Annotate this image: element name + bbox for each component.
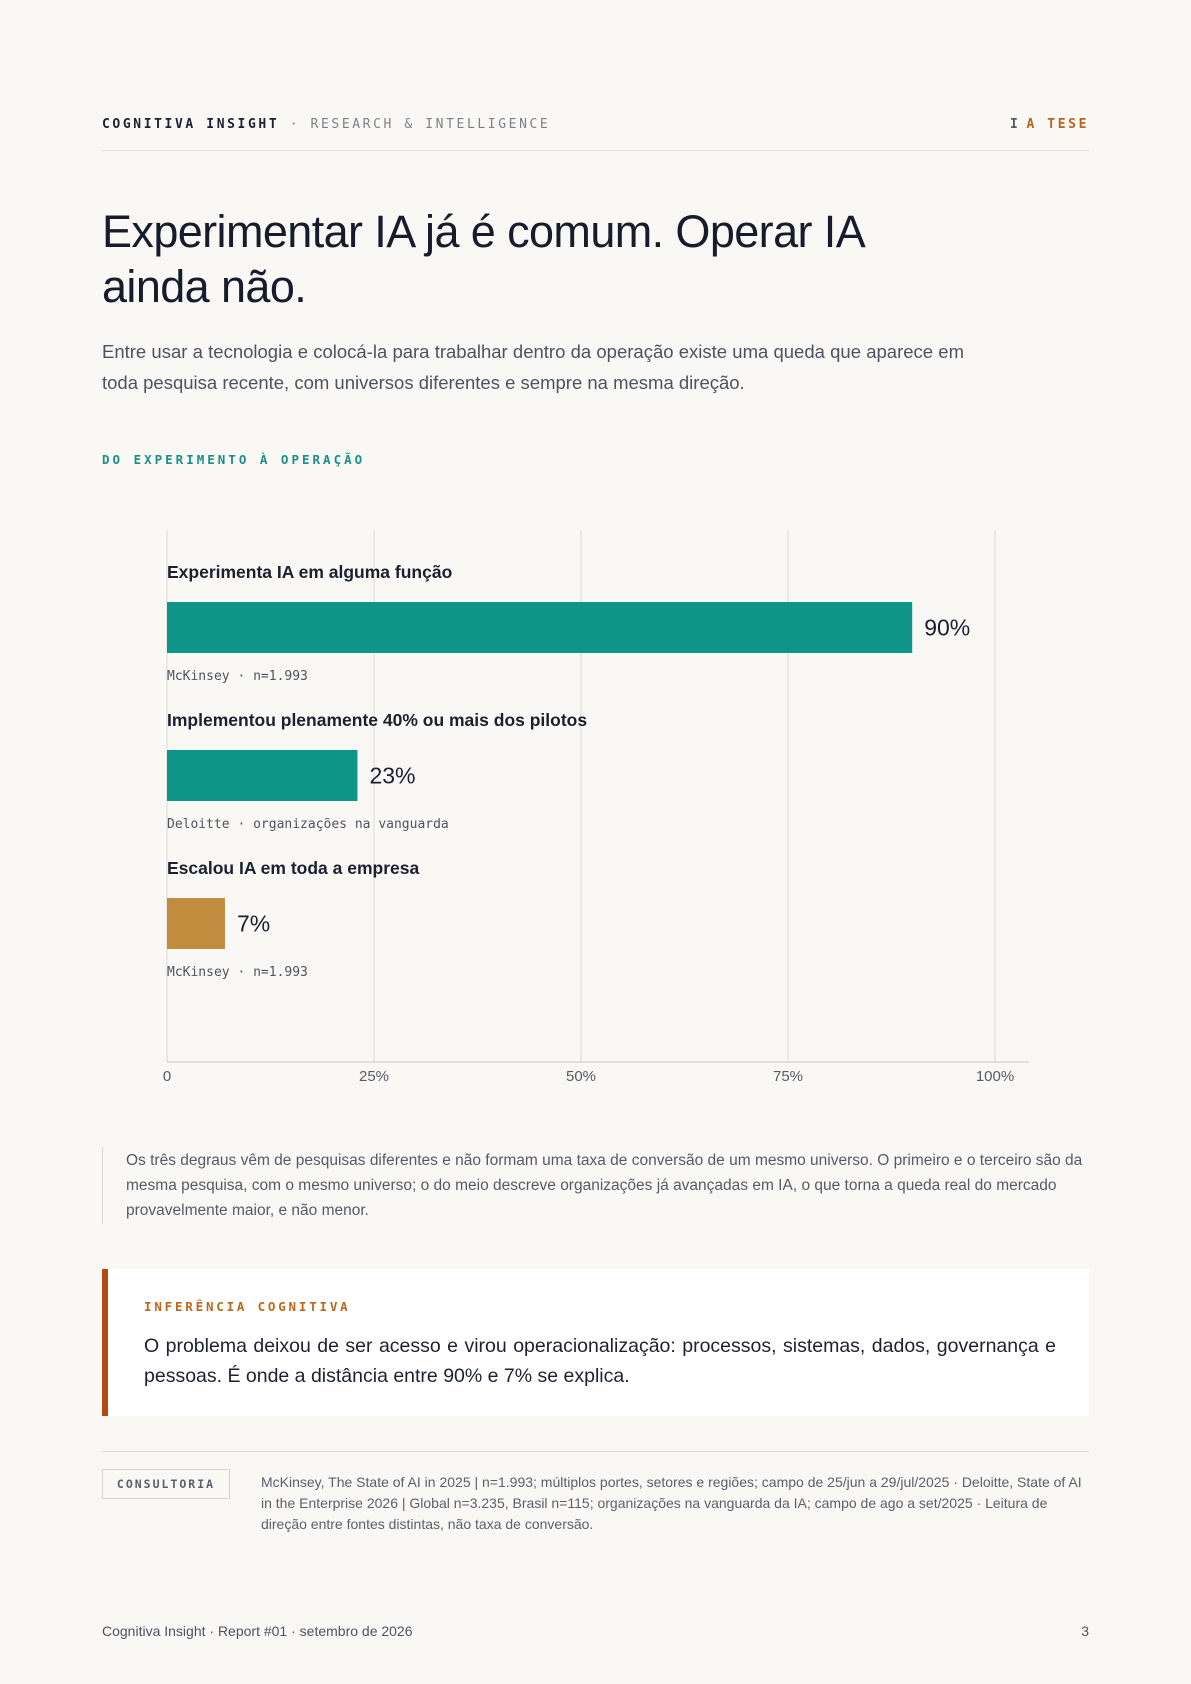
bar bbox=[167, 898, 225, 949]
chart-eyebrow: DO EXPERIMENTO À OPERAÇÃO bbox=[102, 452, 366, 467]
callout-label: INFERÊNCIA COGNITIVA bbox=[144, 1299, 351, 1314]
sources-text: McKinsey, The State of AI in 2025 | n=1.… bbox=[261, 1474, 1082, 1532]
brand-line: COGNITIVA INSIGHT · RESEARCH & INTELLIGE… bbox=[102, 116, 550, 134]
x-tick-label: 25% bbox=[359, 1068, 389, 1085]
page-title: Experimentar IA já é comum. Operar IA ai… bbox=[102, 206, 863, 312]
section-number: I bbox=[1010, 117, 1021, 132]
brand-separator: · bbox=[279, 117, 311, 132]
page-number: 3 bbox=[1081, 1623, 1089, 1639]
x-tick-label: 75% bbox=[773, 1068, 803, 1085]
bar bbox=[167, 602, 913, 653]
bar-chart: 0 25% 50% 75% 100% Experimenta IA em alguma f… bbox=[163, 530, 1029, 1085]
methodology-note: Os três degraus vêm de pesquisas diferen… bbox=[102, 1147, 1106, 1224]
bar-value-label: 90% bbox=[924, 615, 970, 641]
bar bbox=[167, 750, 358, 801]
bar-value-label: 23% bbox=[369, 763, 415, 789]
x-tick-label: 50% bbox=[566, 1068, 596, 1085]
footer-report-info: Cognitiva Insight · Report #01 · setembr… bbox=[102, 1623, 413, 1639]
x-tick-label: 0 bbox=[163, 1068, 171, 1085]
sources-tag: CONSULTORIA bbox=[102, 1469, 230, 1499]
sources-divider bbox=[102, 1451, 1089, 1452]
brand-name: COGNITIVA INSIGHT bbox=[102, 117, 280, 132]
section-name: A TESE bbox=[1026, 117, 1089, 132]
insight-callout: INFERÊNCIA COGNITIVA O problema deixou d… bbox=[102, 1269, 1089, 1416]
bar-category-label: Escalou IA em toda a empresa bbox=[167, 858, 419, 878]
bar-source-label: McKinsey · n=1.993 bbox=[167, 965, 308, 980]
bar-source-label: Deloitte · organizações na vanguarda bbox=[167, 817, 449, 832]
x-tick-label: 100% bbox=[976, 1068, 1014, 1085]
bar-category-label: Implementou plenamente 40% ou mais dos p… bbox=[167, 710, 587, 730]
page-header: COGNITIVA INSIGHT · RESEARCH & INTELLIGE… bbox=[102, 116, 1089, 151]
bar-category-label: Experimenta IA em alguma função bbox=[167, 562, 452, 582]
brand-tagline: RESEARCH & INTELLIGENCE bbox=[310, 117, 551, 132]
section-marker: I A TESE bbox=[1010, 116, 1089, 134]
bar-source-label: McKinsey · n=1.993 bbox=[167, 669, 308, 684]
lede-paragraph: Entre usar a tecnologia e colocá-la para… bbox=[102, 341, 964, 393]
bar-value-label: 7% bbox=[237, 911, 270, 937]
callout-text: O problema deixou de ser acesso e virou … bbox=[144, 1335, 1056, 1387]
